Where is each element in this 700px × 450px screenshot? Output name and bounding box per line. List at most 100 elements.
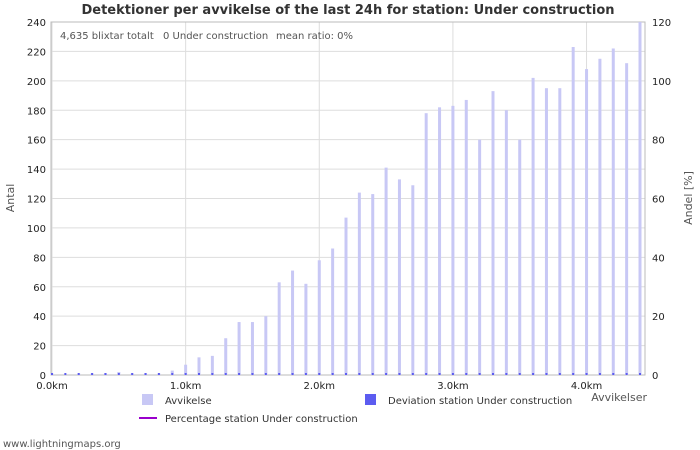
deviation-mark-41 bbox=[598, 373, 601, 375]
bar-10 bbox=[184, 364, 188, 375]
x-axis-ticks: 0.0km 1.0km 2.0km 3.0km 4.0km bbox=[36, 381, 602, 392]
deviation-mark-40 bbox=[585, 373, 588, 375]
y2-tick-label-2: 40 bbox=[652, 253, 665, 264]
deviation-mark-28 bbox=[425, 373, 428, 375]
bar-41 bbox=[598, 58, 602, 375]
y-tick-label-1: 20 bbox=[33, 342, 46, 353]
y-tick-label-8: 160 bbox=[27, 136, 46, 147]
x-tick-label-0: 0.0km bbox=[36, 381, 67, 392]
bar-28 bbox=[424, 113, 428, 376]
deviation-mark-2 bbox=[77, 373, 80, 375]
deviation-mark-38 bbox=[558, 373, 561, 375]
footer-credit: www.lightningmaps.org bbox=[3, 439, 121, 450]
y2-axis-ticks: 0 20 40 60 80 100 120 bbox=[652, 18, 671, 382]
deviation-mark-35 bbox=[518, 373, 521, 375]
bar-40 bbox=[585, 69, 589, 376]
bar-17 bbox=[277, 282, 281, 375]
deviation-mark-13 bbox=[224, 373, 227, 375]
deviation-mark-17 bbox=[278, 373, 281, 375]
bar-39 bbox=[571, 47, 575, 376]
y-tick-label-2: 40 bbox=[33, 312, 46, 323]
deviation-mark-1 bbox=[64, 373, 67, 375]
y-tick-label-9: 180 bbox=[27, 106, 46, 117]
bar-9 bbox=[170, 370, 174, 375]
bar-30 bbox=[451, 105, 455, 376]
deviation-mark-29 bbox=[438, 373, 441, 375]
deviation-mark-30 bbox=[451, 373, 454, 375]
y2-tick-label-6: 120 bbox=[652, 18, 671, 29]
x-axis-label: Avvikelser bbox=[591, 391, 647, 404]
legend-avvikelse-label: Avvikelse bbox=[165, 396, 212, 407]
bar-43 bbox=[625, 63, 629, 375]
x-tick-label-1: 1.0km bbox=[170, 381, 201, 392]
y-tick-label-12: 240 bbox=[27, 18, 46, 29]
y2-tick-label-3: 60 bbox=[652, 195, 665, 206]
deviation-mark-33 bbox=[492, 373, 494, 375]
bar-32 bbox=[478, 139, 482, 375]
y2-tick-label-4: 80 bbox=[652, 136, 665, 147]
bar-19 bbox=[304, 283, 308, 375]
deviation-mark-43 bbox=[625, 373, 628, 375]
deviation-mark-22 bbox=[345, 373, 347, 375]
deviation-mark-32 bbox=[478, 373, 481, 375]
deviation-mark-15 bbox=[251, 373, 254, 375]
bar-16 bbox=[264, 316, 268, 375]
legend-percentage-label: Percentage station Under construction bbox=[165, 414, 358, 425]
bar-21 bbox=[331, 248, 335, 375]
y-tick-label-0: 0 bbox=[40, 371, 46, 382]
deviation-mark-6 bbox=[131, 373, 134, 375]
bar-35 bbox=[518, 139, 522, 375]
deviation-mark-3 bbox=[91, 373, 94, 375]
bar-26 bbox=[397, 179, 401, 375]
bar-34 bbox=[504, 110, 508, 375]
bar-27 bbox=[411, 185, 415, 375]
y2-tick-label-5: 100 bbox=[652, 77, 671, 88]
deviation-mark-27 bbox=[411, 373, 414, 375]
deviation-mark-4 bbox=[104, 373, 107, 375]
y-tick-label-7: 140 bbox=[27, 165, 46, 176]
y-axis-ticks: 0 20 40 60 80 100 120 140 160 180 200 220 240 bbox=[27, 18, 46, 382]
bar-36 bbox=[531, 77, 535, 376]
deviation-mark-11 bbox=[198, 373, 200, 375]
y-tick-label-6: 120 bbox=[27, 195, 46, 206]
chart-title: Detektioner per avvikelse of the last 24… bbox=[81, 3, 614, 18]
deviation-mark-36 bbox=[532, 373, 535, 375]
deviation-mark-37 bbox=[545, 373, 548, 375]
bar-38 bbox=[558, 88, 562, 375]
bar-29 bbox=[438, 107, 442, 375]
bar-20 bbox=[317, 260, 321, 375]
deviation-mark-26 bbox=[398, 373, 401, 375]
deviation-mark-16 bbox=[264, 373, 267, 375]
bar-31 bbox=[464, 99, 468, 376]
deviation-mark-9 bbox=[171, 373, 174, 375]
bar-25 bbox=[384, 167, 388, 375]
legend-deviation-swatch bbox=[365, 394, 376, 405]
deviation-mark-19 bbox=[304, 373, 307, 375]
bar-22 bbox=[344, 217, 348, 375]
deviation-mark-24 bbox=[371, 373, 374, 375]
bar-44 bbox=[638, 22, 642, 375]
deviation-mark-34 bbox=[505, 373, 508, 375]
x-tick-label-2: 2.0km bbox=[304, 381, 335, 392]
deviation-mark-23 bbox=[358, 373, 361, 375]
deviation-mark-44 bbox=[639, 373, 641, 375]
bar-33 bbox=[491, 91, 495, 376]
deviation-mark-20 bbox=[318, 373, 321, 375]
deviation-mark-14 bbox=[238, 373, 241, 375]
x-tick-label-3: 3.0km bbox=[437, 381, 468, 392]
bar-42 bbox=[611, 48, 615, 375]
legend-avvikelse-swatch bbox=[142, 394, 153, 405]
y2-tick-label-0: 0 bbox=[652, 371, 658, 382]
deviation-mark-10 bbox=[184, 373, 187, 375]
deviation-mark-7 bbox=[144, 373, 147, 375]
bar-13 bbox=[224, 338, 228, 375]
y-tick-label-5: 100 bbox=[27, 224, 46, 235]
deviation-mark-21 bbox=[331, 373, 334, 375]
plot-area bbox=[50, 21, 646, 376]
deviation-mark-0 bbox=[51, 373, 53, 375]
bar-14 bbox=[237, 322, 241, 375]
deviation-mark-5 bbox=[117, 373, 120, 375]
y-tick-label-10: 200 bbox=[27, 77, 46, 88]
bars bbox=[50, 22, 642, 376]
stats-ratio: mean ratio: 0% bbox=[276, 31, 353, 42]
